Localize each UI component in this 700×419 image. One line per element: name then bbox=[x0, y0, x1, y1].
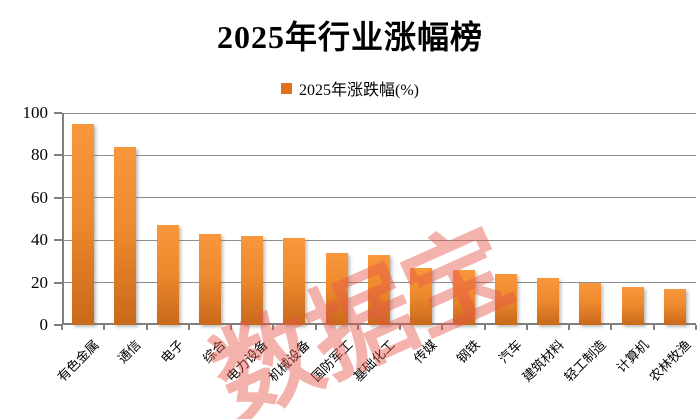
x-axis-tick bbox=[272, 325, 275, 330]
bar bbox=[621, 286, 644, 325]
x-axis-tick bbox=[230, 325, 233, 330]
y-axis-tick-label: 20 bbox=[31, 272, 48, 292]
y-axis-tick bbox=[54, 281, 62, 284]
gridline bbox=[64, 197, 696, 199]
bar bbox=[72, 123, 95, 325]
x-axis-tick bbox=[356, 325, 359, 330]
x-axis-tick bbox=[61, 325, 63, 330]
x-axis-tick bbox=[441, 325, 444, 330]
bar bbox=[537, 278, 560, 325]
y-axis-tick-label: 0 bbox=[39, 315, 49, 334]
x-axis-tick bbox=[187, 325, 190, 330]
gridline bbox=[64, 112, 696, 114]
y-axis-tick bbox=[54, 112, 62, 114]
x-axis-tick bbox=[525, 325, 528, 330]
chart-area: 数据宝 0 20 40 60 80 100 有色金属 通信 电子 综合 电力设备 机械设备 国防军工 基础… bbox=[0, 103, 700, 419]
x-axis-tick bbox=[695, 325, 697, 330]
bar bbox=[579, 282, 602, 325]
bar bbox=[156, 225, 179, 325]
bar bbox=[452, 269, 475, 325]
bar bbox=[410, 267, 433, 325]
gridline bbox=[64, 239, 696, 241]
x-axis-tick bbox=[610, 325, 613, 330]
bar bbox=[241, 235, 264, 325]
legend-label: 2025年涨跌幅(%) bbox=[299, 82, 419, 99]
y-axis-tick-label: 40 bbox=[31, 230, 48, 250]
y-axis-tick bbox=[54, 196, 62, 199]
x-axis-tick bbox=[483, 325, 486, 330]
bar bbox=[114, 146, 137, 325]
y-axis-tick-label: 80 bbox=[31, 145, 48, 165]
x-axis-tick bbox=[103, 325, 106, 330]
y-axis-tick-label: 60 bbox=[31, 187, 48, 207]
x-axis-tick bbox=[652, 325, 655, 330]
y-axis-tick bbox=[54, 324, 62, 326]
bar bbox=[494, 274, 517, 325]
y-axis-tick bbox=[54, 239, 62, 242]
bar bbox=[198, 233, 221, 325]
x-axis-tick bbox=[568, 325, 571, 330]
chart-title: 2025年行业涨幅榜 bbox=[216, 19, 483, 55]
x-axis-tick bbox=[399, 325, 402, 330]
bar bbox=[663, 288, 686, 325]
bar bbox=[325, 252, 348, 325]
legend-swatch-icon bbox=[281, 82, 292, 94]
bar bbox=[283, 238, 306, 325]
x-axis-tick bbox=[314, 325, 317, 330]
y-axis-tick-label: 100 bbox=[22, 103, 49, 122]
legend: 2025年涨跌幅(%) bbox=[0, 76, 700, 100]
bar bbox=[368, 255, 390, 325]
x-axis-tick bbox=[145, 325, 148, 330]
y-axis-tick bbox=[54, 154, 62, 157]
gridline bbox=[64, 154, 696, 156]
